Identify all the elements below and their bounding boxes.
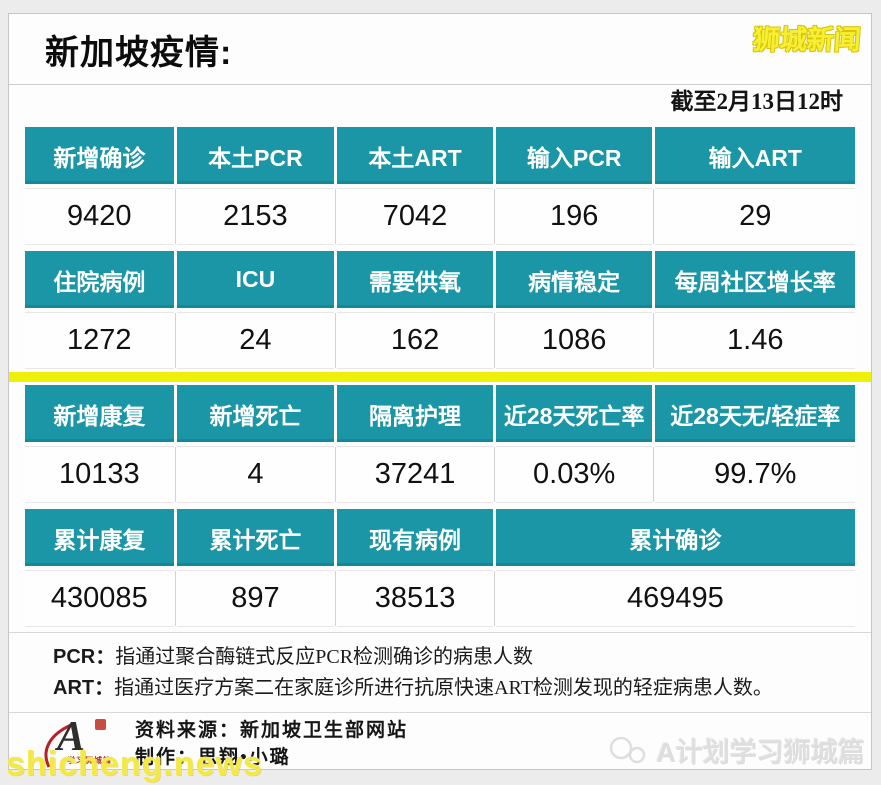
value-cell: 2153 bbox=[174, 188, 335, 245]
value-cell: 24 bbox=[174, 312, 335, 369]
table-row: 累计康复 累计死亡 现有病例 累计确诊 bbox=[25, 509, 855, 566]
footnote-art: ART：指通过医疗方案二在家庭诊所进行抗原快速ART检测发现的轻症病患人数。 bbox=[53, 673, 851, 704]
header-cell: 近28天死亡率 bbox=[495, 385, 653, 442]
brand-watermark: 狮城新闻 bbox=[751, 25, 862, 55]
value-cell: 38513 bbox=[335, 570, 493, 627]
chat-bubbles-icon bbox=[609, 736, 645, 763]
table-row: 430085 897 38513 469495 bbox=[25, 570, 855, 627]
header-cell: 新增死亡 bbox=[176, 385, 335, 442]
infographic-frame: 新加坡疫情: 狮城新闻 截至2月13日12时 新增确诊 本土PCR 本土ART … bbox=[8, 13, 872, 770]
value-cell: 0.03% bbox=[493, 446, 653, 503]
footnote-text: 指通过聚合酶链式反应PCR检测确诊的病患人数 bbox=[115, 646, 534, 668]
value-cell: 10133 bbox=[25, 446, 174, 503]
footnote-text: 指通过医疗方案二在家庭诊所进行抗原快速ART检测发现的轻症病患人数。 bbox=[114, 677, 773, 699]
value-cell: 29 bbox=[653, 188, 855, 245]
footnote-term: ART： bbox=[53, 677, 115, 699]
stats-table: 新增确诊 本土PCR 本土ART 输入PCR 输入ART 9420 2153 7… bbox=[9, 127, 871, 627]
value-cell: 37241 bbox=[335, 446, 493, 503]
header-cell: 近28天无/轻症率 bbox=[655, 385, 855, 442]
footnote-term: PCR： bbox=[53, 646, 116, 668]
header-cell: 输入ART bbox=[655, 127, 855, 184]
logo-letter: A bbox=[57, 714, 86, 760]
header-cell: 本土PCR bbox=[176, 127, 335, 184]
header-cell: 病情稳定 bbox=[495, 251, 653, 308]
table-row: 新增确诊 本土PCR 本土ART 输入PCR 输入ART bbox=[25, 127, 855, 184]
header-cell: 新增确诊 bbox=[25, 127, 174, 184]
value-cell: 1.46 bbox=[653, 312, 855, 369]
source-line: 资料来源：新加坡卫生部网站 bbox=[135, 720, 409, 741]
header-cell: 新增康复 bbox=[25, 385, 174, 442]
value-cell: 897 bbox=[174, 570, 335, 627]
header-cell: 本土ART bbox=[337, 127, 493, 184]
value-cell: 1272 bbox=[25, 312, 174, 369]
credit-lines: 资料来源：新加坡卫生部网站 制作：思翔•小璐 bbox=[135, 717, 409, 769]
logo-seal-icon bbox=[95, 719, 106, 730]
table-row: 9420 2153 7042 196 29 bbox=[25, 188, 855, 245]
value-cell: 7042 bbox=[335, 188, 493, 245]
footnote-pcr: PCR：指通过聚合酶链式反应PCR检测确诊的病患人数 bbox=[53, 642, 851, 673]
header-cell: 隔离护理 bbox=[337, 385, 493, 442]
channel-watermark: A计划学习狮城篇 bbox=[607, 731, 866, 770]
value-cell: 1086 bbox=[493, 312, 653, 369]
table-row: 1272 24 162 1086 1.46 bbox=[25, 312, 855, 369]
header-cell: 每周社区增长率 bbox=[655, 251, 855, 308]
logo-subtext: 学习狮城篇 bbox=[67, 756, 112, 765]
table-row: 住院病例 ICU 需要供氧 病情稳定 每周社区增长率 bbox=[25, 251, 855, 308]
table-row: 10133 4 37241 0.03% 99.7% bbox=[25, 446, 855, 503]
header-cell: 累计确诊 bbox=[495, 509, 855, 566]
header-cell: 输入PCR bbox=[495, 127, 653, 184]
channel-watermark-text: A计划学习狮城篇 bbox=[656, 738, 866, 768]
header-cell: 现有病例 bbox=[337, 509, 493, 566]
header-cell: 累计康复 bbox=[25, 509, 174, 566]
yellow-divider bbox=[9, 372, 871, 382]
title-bar: 新加坡疫情: 狮城新闻 bbox=[9, 14, 871, 85]
table-row: 新增康复 新增死亡 隔离护理 近28天死亡率 近28天无/轻症率 bbox=[25, 385, 855, 442]
maker-line: 制作：思翔•小璐 bbox=[135, 747, 291, 768]
header-cell: ICU bbox=[176, 251, 335, 308]
header-cell: 累计死亡 bbox=[176, 509, 335, 566]
value-cell: 162 bbox=[335, 312, 493, 369]
page-title: 新加坡疫情: bbox=[45, 33, 233, 72]
value-cell: 9420 bbox=[25, 188, 174, 245]
header-cell: 住院病例 bbox=[25, 251, 174, 308]
credits-bar: A 学习狮城篇 资料来源：新加坡卫生部网站 制作：思翔•小璐 bbox=[9, 712, 871, 769]
value-cell: 430085 bbox=[25, 570, 174, 627]
value-cell: 196 bbox=[493, 188, 653, 245]
a-plan-logo: A 学习狮城篇 bbox=[41, 714, 121, 769]
value-cell: 469495 bbox=[493, 570, 855, 627]
value-cell: 4 bbox=[174, 446, 335, 503]
as-of-date: 截至2月13日12时 bbox=[670, 89, 844, 114]
logo-swoosh-icon bbox=[44, 723, 72, 768]
footnotes: PCR：指通过聚合酶链式反应PCR检测确诊的病患人数 ART：指通过医疗方案二在… bbox=[9, 632, 871, 712]
header-cell: 需要供氧 bbox=[337, 251, 493, 308]
value-cell: 99.7% bbox=[653, 446, 855, 503]
site-watermark: shicheng.news bbox=[6, 745, 263, 783]
